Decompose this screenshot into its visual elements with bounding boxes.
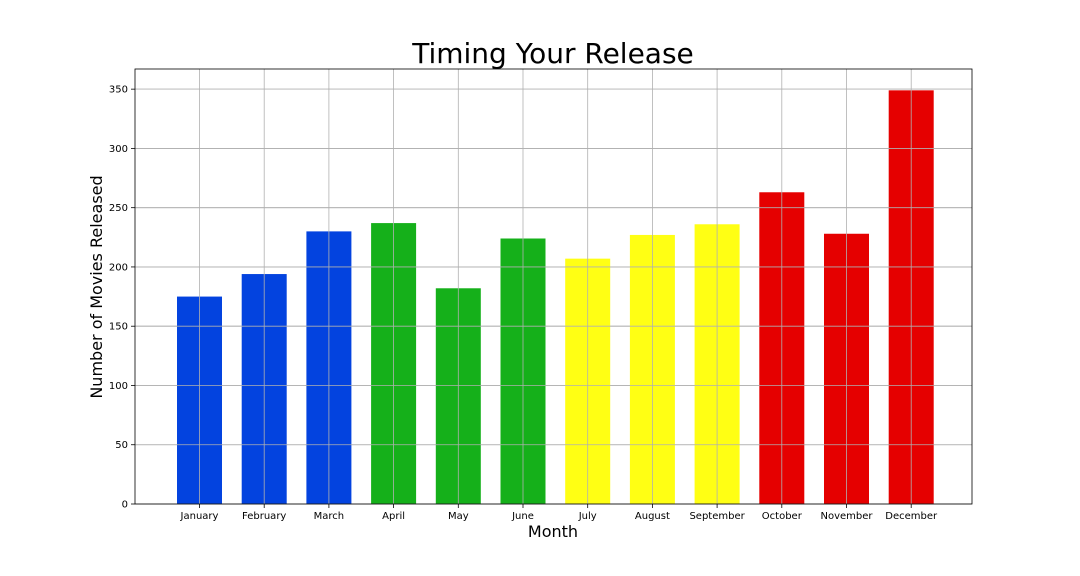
y-tick-label: 50 — [115, 440, 128, 451]
y-tick-label: 350 — [109, 85, 128, 96]
x-tick-label: May — [448, 511, 469, 522]
bars — [177, 90, 934, 505]
x-tick-label: September — [689, 511, 745, 522]
y-tick-label: 250 — [109, 203, 128, 214]
y-axis-label: Number of Movies Released — [87, 175, 106, 398]
x-tick-label: August — [635, 511, 670, 522]
x-axis-ticks: January February March April May June July Augu… — [180, 504, 938, 522]
x-tick-label: October — [762, 511, 803, 522]
x-axis-label: Month — [528, 522, 578, 541]
y-axis-ticks: 0 50 100 150 200 250 300 350 — [109, 85, 135, 511]
y-tick-label: 200 — [109, 262, 128, 273]
x-tick-label: December — [885, 511, 938, 522]
y-tick-label: 300 — [109, 144, 128, 155]
x-tick-label: June — [511, 511, 534, 522]
y-tick-label: 100 — [109, 381, 128, 392]
x-tick-label: April — [382, 511, 405, 522]
x-tick-label: November — [820, 511, 873, 522]
plot-frame — [134, 68, 973, 505]
x-gridlines — [199, 69, 912, 504]
x-tick-label: January — [180, 511, 219, 522]
x-tick-label: March — [314, 511, 344, 522]
chart-title: Timing Your Release — [411, 37, 694, 70]
x-tick-label: July — [578, 511, 597, 522]
y-tick-label: 150 — [109, 322, 128, 333]
x-tick-label: February — [242, 511, 286, 522]
y-tick-label: 0 — [122, 500, 128, 511]
